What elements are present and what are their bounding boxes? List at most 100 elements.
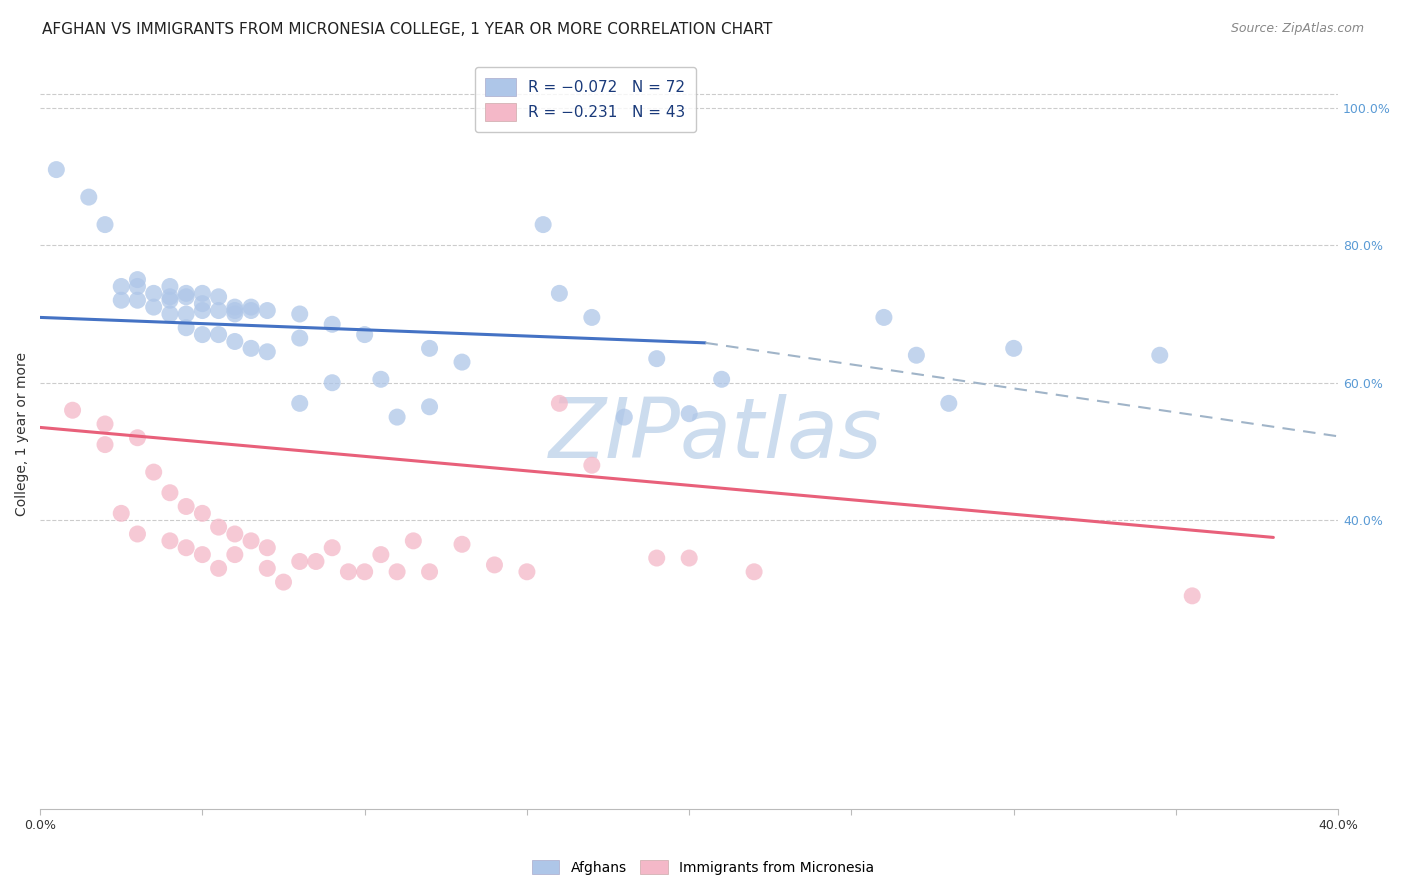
Point [305,554,328,568]
Point [224,303,246,318]
Point [127,279,149,293]
Point [288,307,311,321]
Point [288,554,311,568]
Point [174,320,197,334]
Text: Source: ZipAtlas.com: Source: ZipAtlas.com [1230,22,1364,36]
Point [159,307,181,321]
Point [207,290,229,304]
Point [531,218,554,232]
Point [256,303,278,318]
Y-axis label: College, 1 year or more: College, 1 year or more [15,352,30,516]
Point [240,533,263,548]
Point [370,372,392,386]
Point [224,334,246,349]
Point [159,279,181,293]
Point [516,565,538,579]
Point [873,310,896,325]
Point [159,533,181,548]
Point [256,344,278,359]
Text: ZIPatlas: ZIPatlas [548,393,882,475]
Point [742,565,765,579]
Point [224,307,246,321]
Point [191,507,214,521]
Point [191,548,214,562]
Point [207,561,229,575]
Point [1002,342,1025,356]
Point [224,300,246,314]
Point [77,190,100,204]
Point [142,286,165,301]
Point [581,310,603,325]
Point [174,286,197,301]
Point [288,396,311,410]
Point [127,272,149,286]
Point [353,327,375,342]
Point [548,396,571,410]
Point [240,303,263,318]
Point [127,527,149,541]
Point [419,400,441,414]
Point [191,303,214,318]
Point [127,293,149,308]
Point [159,485,181,500]
Point [581,458,603,473]
Point [419,565,441,579]
Point [174,307,197,321]
Point [938,396,960,410]
Point [174,290,197,304]
Point [321,541,343,555]
Legend: R = −0.072   N = 72, R = −0.231   N = 43: R = −0.072 N = 72, R = −0.231 N = 43 [475,67,696,131]
Point [207,327,229,342]
Point [110,279,132,293]
Point [45,162,67,177]
Point [370,548,392,562]
Point [288,331,311,345]
Point [110,293,132,308]
Point [484,558,506,572]
Point [337,565,360,579]
Point [256,561,278,575]
Point [321,318,343,332]
Point [645,551,668,566]
Point [191,327,214,342]
Point [273,575,295,590]
Point [174,541,197,555]
Point [207,520,229,534]
Point [110,507,132,521]
Point [905,348,928,362]
Point [451,537,474,551]
Point [191,286,214,301]
Point [224,548,246,562]
Point [1149,348,1171,362]
Point [613,410,636,425]
Point [385,410,408,425]
Point [94,437,117,451]
Point [240,300,263,314]
Point [678,407,700,421]
Point [94,218,117,232]
Point [142,465,165,479]
Point [94,417,117,431]
Point [402,533,425,548]
Point [159,293,181,308]
Legend: Afghans, Immigrants from Micronesia: Afghans, Immigrants from Micronesia [526,855,880,880]
Text: AFGHAN VS IMMIGRANTS FROM MICRONESIA COLLEGE, 1 YEAR OR MORE CORRELATION CHART: AFGHAN VS IMMIGRANTS FROM MICRONESIA COL… [42,22,772,37]
Point [159,290,181,304]
Point [127,431,149,445]
Point [419,342,441,356]
Point [142,300,165,314]
Point [678,551,700,566]
Point [224,527,246,541]
Point [62,403,84,417]
Point [645,351,668,366]
Point [385,565,408,579]
Point [710,372,733,386]
Point [353,565,375,579]
Point [321,376,343,390]
Point [1181,589,1204,603]
Point [548,286,571,301]
Point [207,303,229,318]
Point [240,342,263,356]
Point [256,541,278,555]
Point [191,296,214,310]
